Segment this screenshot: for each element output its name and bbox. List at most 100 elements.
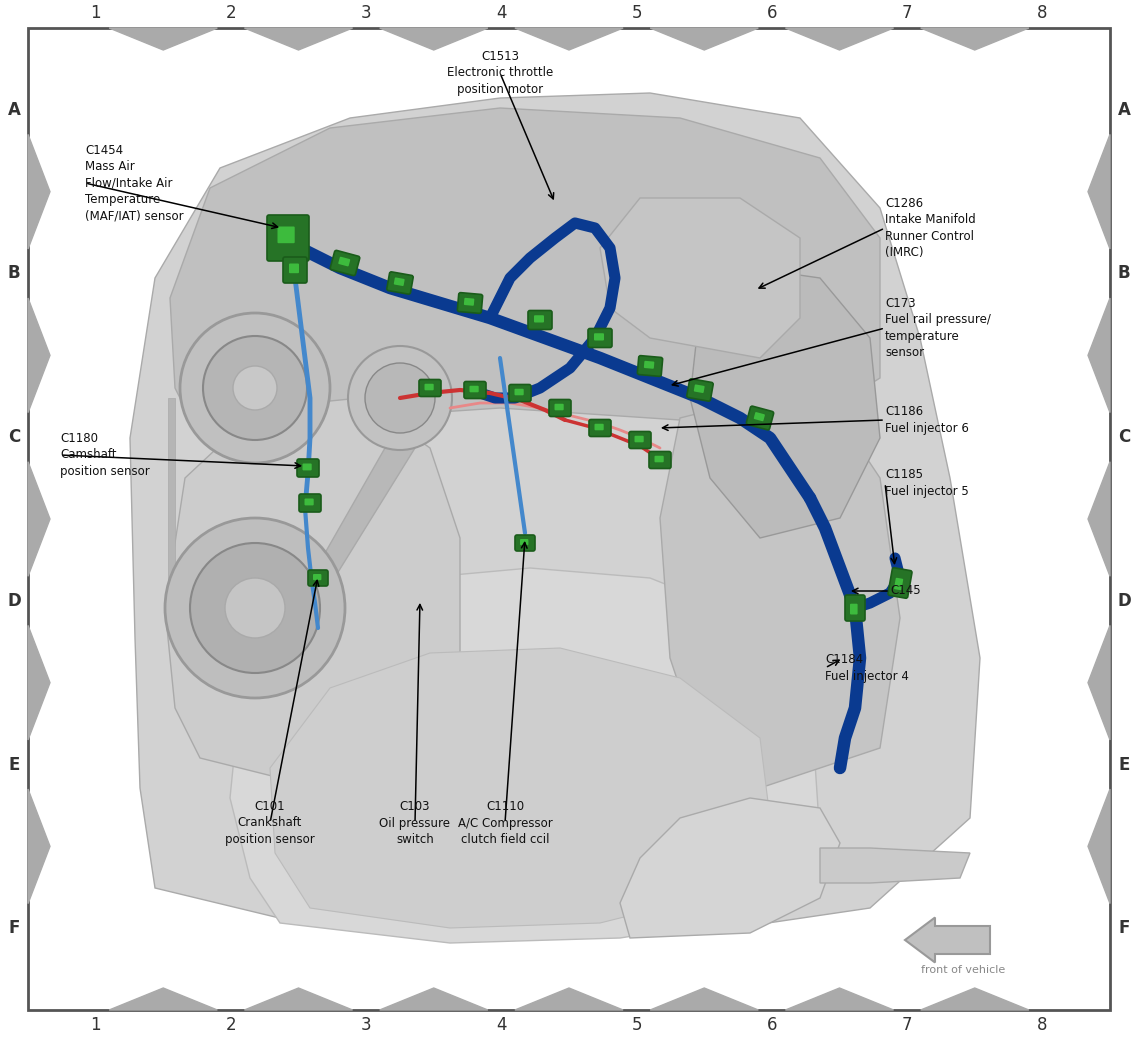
Polygon shape [1088,462,1110,576]
Text: 7: 7 [902,1016,913,1035]
Polygon shape [785,988,893,1010]
FancyBboxPatch shape [424,384,434,390]
Polygon shape [130,93,980,938]
Circle shape [203,336,307,440]
FancyBboxPatch shape [394,277,405,286]
Polygon shape [245,438,415,698]
Text: 3: 3 [361,3,371,22]
Text: C1180
Camshaft
position sensor: C1180 Camshaft position sensor [60,432,150,479]
Text: C1186
Fuel injector 6: C1186 Fuel injector 6 [885,405,968,435]
FancyBboxPatch shape [464,382,486,399]
Text: 3: 3 [361,1016,371,1035]
FancyBboxPatch shape [846,595,865,621]
FancyBboxPatch shape [594,424,603,431]
Text: E: E [8,756,19,773]
FancyBboxPatch shape [694,384,704,393]
Polygon shape [660,398,900,788]
FancyBboxPatch shape [629,432,651,448]
FancyBboxPatch shape [297,459,319,477]
Polygon shape [28,625,50,740]
Text: D: D [1118,592,1131,610]
FancyBboxPatch shape [747,406,774,430]
FancyBboxPatch shape [299,494,321,512]
Polygon shape [28,298,50,413]
Polygon shape [230,568,820,943]
Text: B: B [8,265,20,282]
Polygon shape [785,28,893,50]
Polygon shape [270,648,770,928]
FancyBboxPatch shape [654,456,663,462]
FancyBboxPatch shape [588,328,612,348]
Polygon shape [380,988,488,1010]
Text: 8: 8 [1037,3,1048,22]
FancyBboxPatch shape [687,379,714,401]
FancyBboxPatch shape [589,419,611,437]
Polygon shape [28,134,50,249]
FancyBboxPatch shape [313,574,321,580]
Polygon shape [168,398,175,588]
Text: C1184
Fuel injector 4: C1184 Fuel injector 4 [825,653,909,683]
Text: B: B [1118,265,1130,282]
FancyBboxPatch shape [894,578,904,591]
Polygon shape [650,28,758,50]
FancyBboxPatch shape [419,380,442,397]
Text: C101
Crankshaft
position sensor: C101 Crankshaft position sensor [225,800,315,846]
Text: D: D [7,592,20,610]
Text: 2: 2 [225,3,237,22]
FancyBboxPatch shape [549,400,571,416]
Polygon shape [28,462,50,576]
FancyBboxPatch shape [516,535,535,551]
Text: F: F [1119,920,1130,937]
FancyBboxPatch shape [753,412,765,421]
FancyBboxPatch shape [457,293,483,313]
Polygon shape [1088,298,1110,413]
FancyBboxPatch shape [267,215,310,261]
Circle shape [365,363,435,433]
Text: E: E [1119,756,1130,773]
Text: front of vehicle: front of vehicle [921,965,1005,975]
Polygon shape [620,798,840,938]
FancyBboxPatch shape [464,298,475,306]
Text: 6: 6 [767,1016,777,1035]
Text: C173
Fuel rail pressure/
temperature
sensor: C173 Fuel rail pressure/ temperature sen… [885,297,991,359]
Text: F: F [8,920,19,937]
Text: C1454
Mass Air
Flow/Intake Air
Temperature
(MAF/IAT) sensor: C1454 Mass Air Flow/Intake Air Temperatu… [85,143,183,222]
Circle shape [165,518,345,698]
Polygon shape [600,198,800,358]
Text: 5: 5 [632,1016,642,1035]
Text: C1185
Fuel injector 5: C1185 Fuel injector 5 [885,468,968,498]
Text: C: C [8,428,20,446]
FancyBboxPatch shape [649,452,671,468]
FancyBboxPatch shape [278,226,295,243]
Polygon shape [1088,134,1110,249]
Text: C103
Oil pressure
switch: C103 Oil pressure switch [379,800,451,846]
Polygon shape [245,988,353,1010]
Circle shape [348,346,452,450]
Polygon shape [921,28,1029,50]
FancyBboxPatch shape [387,272,413,294]
Polygon shape [650,988,758,1010]
Polygon shape [380,28,488,50]
FancyBboxPatch shape [470,386,479,392]
FancyBboxPatch shape [520,539,528,545]
Polygon shape [170,108,880,438]
Polygon shape [109,988,217,1010]
Text: 1: 1 [90,1016,101,1035]
Text: C: C [1118,428,1130,446]
Circle shape [180,313,330,463]
Text: 8: 8 [1037,1016,1048,1035]
FancyBboxPatch shape [594,333,604,340]
Text: 4: 4 [496,1016,506,1035]
FancyBboxPatch shape [534,316,544,323]
FancyBboxPatch shape [338,256,351,267]
Polygon shape [921,988,1029,1010]
FancyBboxPatch shape [305,498,314,506]
Text: C1513
Electronic throttle
position motor: C1513 Electronic throttle position motor [447,50,553,95]
Polygon shape [1088,625,1110,740]
FancyBboxPatch shape [635,436,644,442]
FancyBboxPatch shape [850,604,858,614]
Circle shape [233,366,277,410]
Text: C1286
Intake Manifold
Runner Control
(IMRC): C1286 Intake Manifold Runner Control (IM… [885,197,975,260]
Polygon shape [514,28,624,50]
Polygon shape [245,28,353,50]
